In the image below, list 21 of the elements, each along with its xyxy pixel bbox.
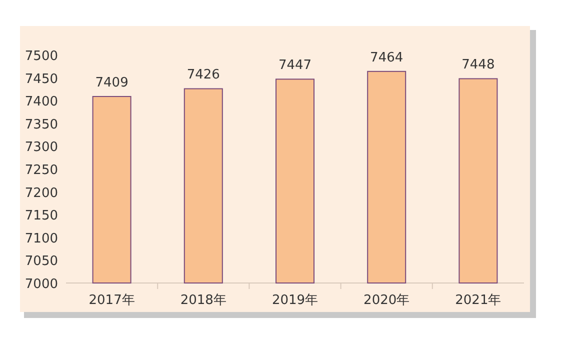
y-tick-label: 7350 xyxy=(24,117,58,132)
data-label: 7448 xyxy=(462,58,495,73)
data-label: 7409 xyxy=(95,75,128,90)
x-tick-label: 2020年 xyxy=(364,293,410,308)
x-tick-label: 2017年 xyxy=(88,293,135,308)
y-tick-label: 7500 xyxy=(24,49,58,64)
y-tick-label: 7450 xyxy=(24,72,58,87)
y-tick-label: 7300 xyxy=(24,140,58,156)
y-tick-label: 7400 xyxy=(24,94,58,110)
data-label: 7426 xyxy=(186,68,220,83)
data-label: 7464 xyxy=(370,50,404,66)
y-tick-label: 7250 xyxy=(24,163,58,178)
data-label: 7447 xyxy=(278,58,312,74)
y-tick-label: 7200 xyxy=(24,186,58,201)
y-tick-label: 7150 xyxy=(24,208,58,224)
y-tick-label: 7000 xyxy=(24,277,58,292)
x-tick-label: 2021年 xyxy=(455,293,502,308)
x-tick-label: 2019年 xyxy=(272,293,318,308)
y-tick-label: 7100 xyxy=(24,231,58,246)
y-tick-label: 7050 xyxy=(24,254,58,270)
x-tick-label: 2018年 xyxy=(180,293,226,308)
